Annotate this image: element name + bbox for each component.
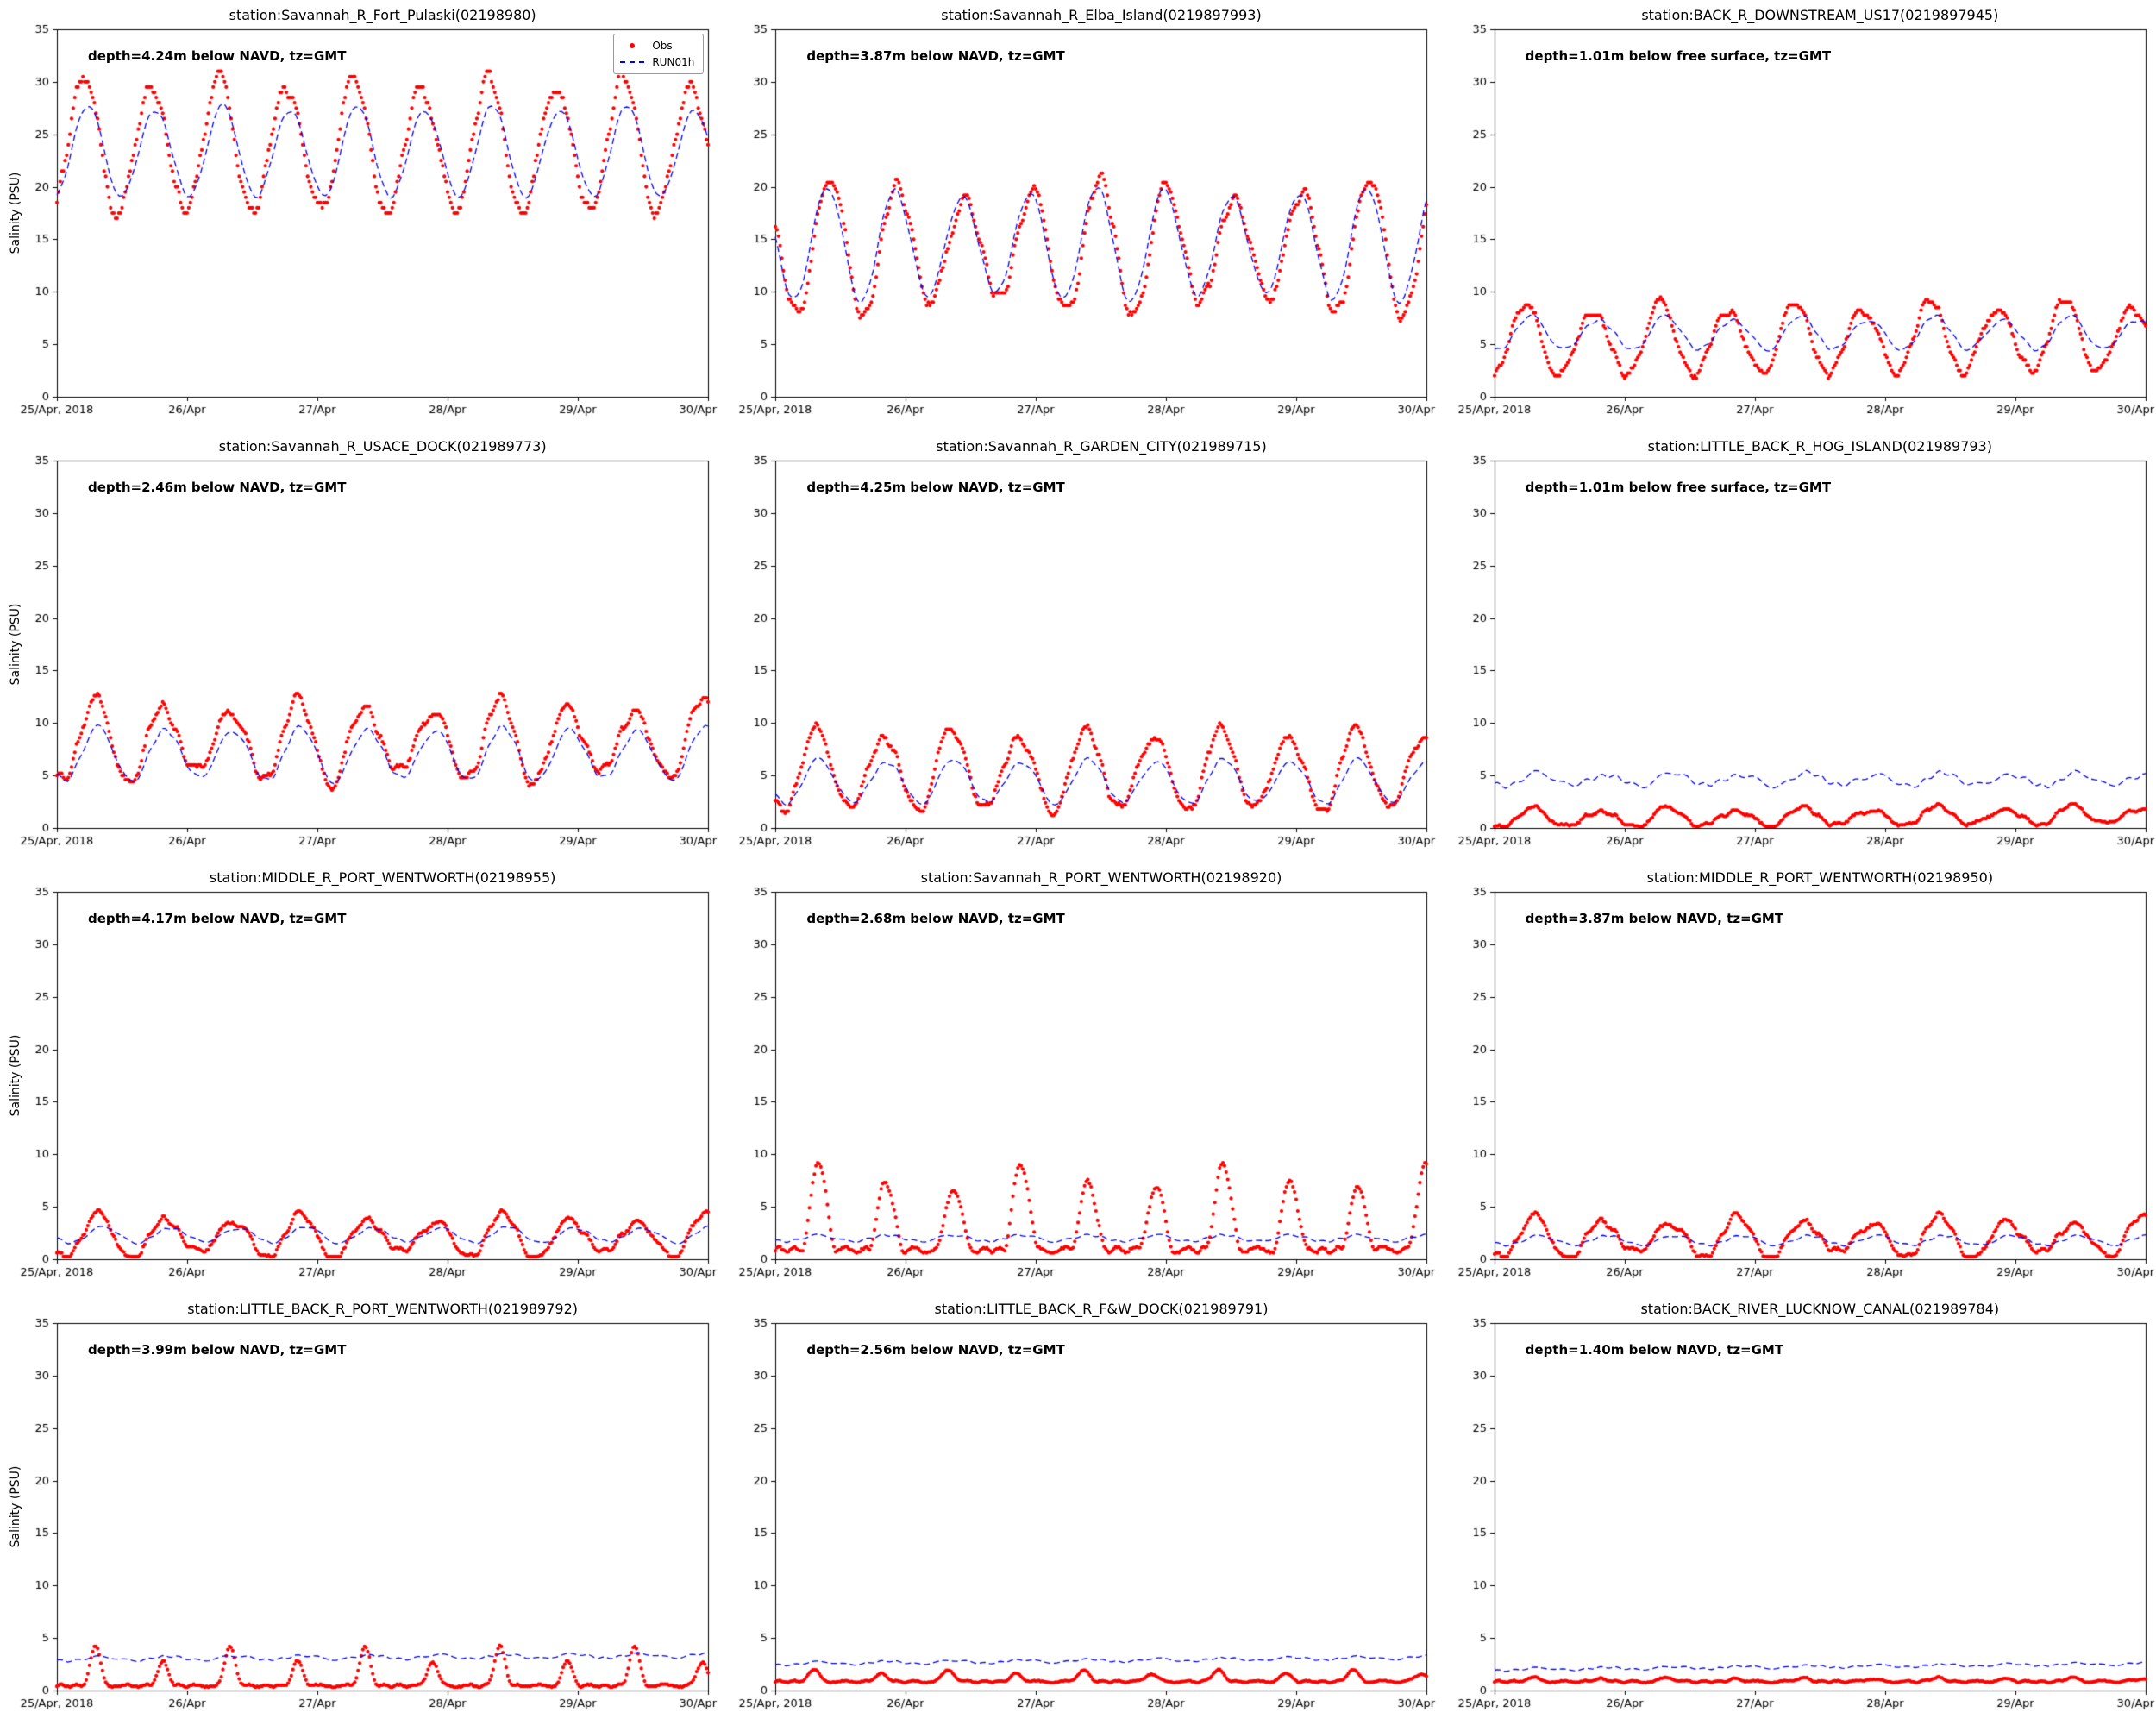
- plot-canvas: [0, 862, 718, 1294]
- plot-canvas: [1437, 1294, 2156, 1725]
- subplot: station:MIDDLE_R_PORT_WENTWORTH(02198950…: [1437, 862, 2156, 1294]
- plot-title: station:MIDDLE_R_PORT_WENTWORTH(02198955…: [209, 869, 556, 886]
- subplot: station:BACK_R_DOWNSTREAM_US17(021989794…: [1437, 0, 2156, 431]
- legend-obs-row: Obs: [619, 40, 694, 52]
- y-axis-label: Salinity (PSU): [9, 172, 22, 254]
- y-axis-label: Salinity (PSU): [9, 603, 22, 686]
- depth-annotation: depth=4.17m below NAVD, tz=GMT: [88, 911, 347, 926]
- plot-canvas: [718, 431, 1438, 862]
- model-dashed-line-icon: [619, 61, 645, 63]
- subplot: station:LITTLE_BACK_R_HOG_ISLAND(0219897…: [1437, 431, 2156, 862]
- plot-canvas: [0, 431, 718, 862]
- depth-annotation: depth=3.87m below NAVD, tz=GMT: [806, 48, 1065, 64]
- depth-annotation: depth=1.40m below NAVD, tz=GMT: [1525, 1342, 1784, 1358]
- plot-title: station:Savannah_R_PORT_WENTWORTH(021989…: [920, 869, 1282, 886]
- plot-canvas: [0, 0, 718, 431]
- legend-obs-label: Obs: [652, 40, 673, 52]
- depth-annotation: depth=1.01m below free surface, tz=GMT: [1525, 480, 1832, 495]
- depth-annotation: depth=4.24m below NAVD, tz=GMT: [88, 48, 347, 64]
- depth-annotation: depth=2.56m below NAVD, tz=GMT: [806, 1342, 1065, 1358]
- plot-canvas: [718, 1294, 1438, 1725]
- subplot: station:LITTLE_BACK_R_PORT_WENTWORTH(021…: [0, 1294, 718, 1725]
- plot-canvas: [718, 0, 1438, 431]
- depth-annotation: depth=4.25m below NAVD, tz=GMT: [806, 480, 1065, 495]
- subplot: station:Savannah_R_GARDEN_CITY(021989715…: [718, 431, 1438, 862]
- legend-model-label: RUN01h: [652, 56, 695, 68]
- plot-canvas: [718, 862, 1438, 1294]
- depth-annotation: depth=3.99m below NAVD, tz=GMT: [88, 1342, 347, 1358]
- depth-annotation: depth=1.01m below free surface, tz=GMT: [1525, 48, 1832, 64]
- plot-title: station:Savannah_R_Elba_Island(021989799…: [941, 7, 1262, 23]
- plot-canvas: [1437, 0, 2156, 431]
- plot-title: station:BACK_R_DOWNSTREAM_US17(021989794…: [1641, 7, 1999, 23]
- subplot: station:BACK_RIVER_LUCKNOW_CANAL(0219897…: [1437, 1294, 2156, 1725]
- subplot: station:MIDDLE_R_PORT_WENTWORTH(02198955…: [0, 862, 718, 1294]
- y-axis-label: Salinity (PSU): [9, 1465, 22, 1548]
- plot-title: station:Savannah_R_Fort_Pulaski(02198980…: [229, 7, 536, 23]
- plot-title: station:MIDDLE_R_PORT_WENTWORTH(02198950…: [1646, 869, 1994, 886]
- subplot: station:Savannah_R_Fort_Pulaski(02198980…: [0, 0, 718, 431]
- obs-dot-marker-icon: [619, 43, 645, 48]
- subplot: station:Savannah_R_PORT_WENTWORTH(021989…: [718, 862, 1438, 1294]
- plot-title: station:Savannah_R_GARDEN_CITY(021989715…: [936, 438, 1267, 455]
- plot-canvas: [1437, 431, 2156, 862]
- plot-title: station:LITTLE_BACK_R_HOG_ISLAND(0219897…: [1647, 438, 1992, 455]
- depth-annotation: depth=2.46m below NAVD, tz=GMT: [88, 480, 347, 495]
- plot-canvas: [0, 1294, 718, 1725]
- plot-title: station:BACK_RIVER_LUCKNOW_CANAL(0219897…: [1640, 1301, 2000, 1317]
- y-axis-label: Salinity (PSU): [9, 1034, 22, 1117]
- legend-model-row: RUN01h: [619, 56, 694, 68]
- depth-annotation: depth=2.68m below NAVD, tz=GMT: [806, 911, 1065, 926]
- subplot: station:Savannah_R_USACE_DOCK(021989773)…: [0, 431, 718, 862]
- plot-title: station:Savannah_R_USACE_DOCK(021989773): [218, 438, 547, 455]
- plot-canvas: [1437, 862, 2156, 1294]
- subplot: station:Savannah_R_Elba_Island(021989799…: [718, 0, 1438, 431]
- legend: Obs RUN01h: [613, 34, 705, 74]
- plot-title: station:LITTLE_BACK_R_F&W_DOCK(021989791…: [934, 1301, 1269, 1317]
- plot-title: station:LITTLE_BACK_R_PORT_WENTWORTH(021…: [187, 1301, 579, 1317]
- depth-annotation: depth=3.87m below NAVD, tz=GMT: [1525, 911, 1784, 926]
- subplot: station:LITTLE_BACK_R_F&W_DOCK(021989791…: [718, 1294, 1438, 1725]
